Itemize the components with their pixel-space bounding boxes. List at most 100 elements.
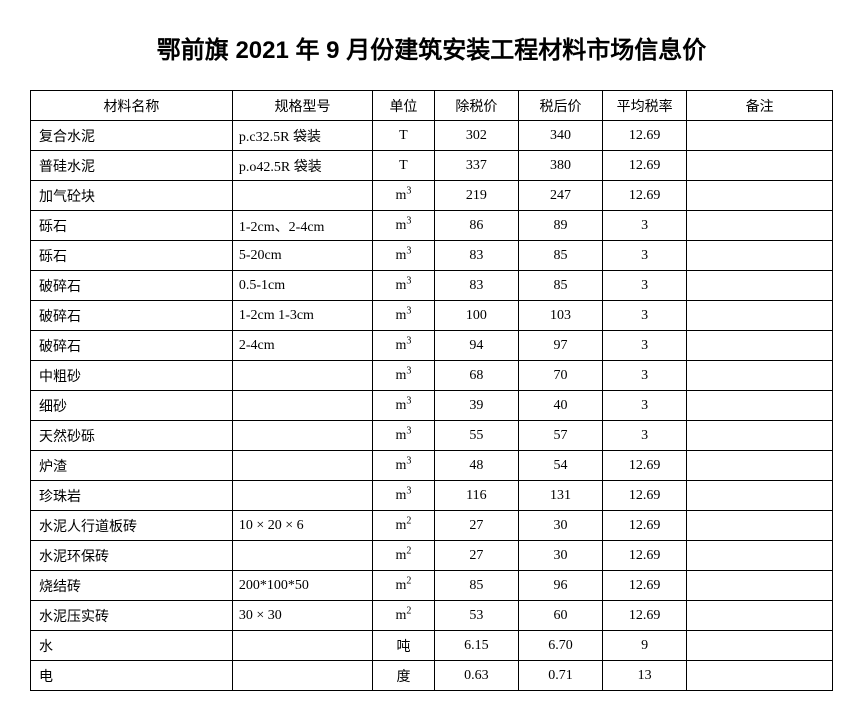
cell-note xyxy=(687,211,833,241)
cell-name: 水泥环保砖 xyxy=(31,541,233,571)
cell-pre: 100 xyxy=(434,301,518,331)
cell-rate: 12.69 xyxy=(603,601,687,631)
cell-unit: m2 xyxy=(373,511,435,541)
cell-name: 电 xyxy=(31,661,233,691)
cell-post: 247 xyxy=(518,181,602,211)
cell-rate: 12.69 xyxy=(603,121,687,151)
cell-note xyxy=(687,241,833,271)
table-row: 烧结砖200*100*50m2859612.69 xyxy=(31,571,833,601)
cell-spec xyxy=(232,181,372,211)
cell-spec xyxy=(232,541,372,571)
cell-unit: 吨 xyxy=(373,631,435,661)
cell-spec xyxy=(232,451,372,481)
cell-note xyxy=(687,631,833,661)
cell-note xyxy=(687,571,833,601)
table-row: 破碎石1-2cm 1-3cmm31001033 xyxy=(31,301,833,331)
cell-name: 中粗砂 xyxy=(31,361,233,391)
table-row: 珍珠岩m311613112.69 xyxy=(31,481,833,511)
cell-name: 天然砂砾 xyxy=(31,421,233,451)
table-row: 电度0.630.7113 xyxy=(31,661,833,691)
cell-unit: m2 xyxy=(373,541,435,571)
cell-post: 30 xyxy=(518,511,602,541)
cell-pre: 68 xyxy=(434,361,518,391)
cell-post: 40 xyxy=(518,391,602,421)
cell-rate: 3 xyxy=(603,241,687,271)
cell-spec: 2-4cm xyxy=(232,331,372,361)
cell-spec: 1-2cm、2-4cm xyxy=(232,211,372,241)
cell-pre: 83 xyxy=(434,241,518,271)
cell-post: 85 xyxy=(518,271,602,301)
cell-post: 96 xyxy=(518,571,602,601)
cell-unit: m3 xyxy=(373,271,435,301)
cell-rate: 12.69 xyxy=(603,511,687,541)
cell-pre: 116 xyxy=(434,481,518,511)
table-row: 细砂 m339403 xyxy=(31,391,833,421)
cell-note xyxy=(687,121,833,151)
cell-note xyxy=(687,301,833,331)
cell-post: 380 xyxy=(518,151,602,181)
cell-post: 85 xyxy=(518,241,602,271)
cell-note xyxy=(687,451,833,481)
cell-note xyxy=(687,661,833,691)
table-row: 水泥人行道板砖10 × 20 × 6m2273012.69 xyxy=(31,511,833,541)
table-row: 水吨6.156.709 xyxy=(31,631,833,661)
cell-name: 破碎石 xyxy=(31,271,233,301)
cell-note xyxy=(687,271,833,301)
cell-pre: 337 xyxy=(434,151,518,181)
cell-name: 珍珠岩 xyxy=(31,481,233,511)
cell-name: 破碎石 xyxy=(31,331,233,361)
table-row: 天然砂砾m355573 xyxy=(31,421,833,451)
table-row: 普硅水泥p.o42.5R 袋装T33738012.69 xyxy=(31,151,833,181)
cell-unit: m2 xyxy=(373,571,435,601)
cell-pre: 94 xyxy=(434,331,518,361)
cell-post: 0.71 xyxy=(518,661,602,691)
cell-pre: 219 xyxy=(434,181,518,211)
cell-post: 103 xyxy=(518,301,602,331)
table-row: 加气砼块m321924712.69 xyxy=(31,181,833,211)
cell-spec: 10 × 20 × 6 xyxy=(232,511,372,541)
table-row: 砾石1-2cm、2-4cmm386893 xyxy=(31,211,833,241)
cell-unit: m3 xyxy=(373,331,435,361)
cell-note xyxy=(687,601,833,631)
cell-spec xyxy=(232,391,372,421)
cell-rate: 3 xyxy=(603,361,687,391)
cell-unit: m3 xyxy=(373,421,435,451)
cell-rate: 3 xyxy=(603,391,687,421)
cell-post: 57 xyxy=(518,421,602,451)
cell-note xyxy=(687,181,833,211)
page-title: 鄂前旗 2021 年 9 月份建筑安装工程材料市场信息价 xyxy=(30,30,833,65)
cell-pre: 85 xyxy=(434,571,518,601)
cell-spec xyxy=(232,631,372,661)
cell-rate: 12.69 xyxy=(603,481,687,511)
col-header-note: 备注 xyxy=(687,91,833,121)
cell-spec xyxy=(232,661,372,691)
cell-spec xyxy=(232,421,372,451)
cell-pre: 39 xyxy=(434,391,518,421)
cell-rate: 3 xyxy=(603,271,687,301)
cell-spec xyxy=(232,361,372,391)
col-header-pre: 除税价 xyxy=(434,91,518,121)
cell-rate: 12.69 xyxy=(603,571,687,601)
cell-post: 340 xyxy=(518,121,602,151)
cell-unit: m3 xyxy=(373,481,435,511)
cell-unit: T xyxy=(373,151,435,181)
cell-pre: 83 xyxy=(434,271,518,301)
cell-spec: 200*100*50 xyxy=(232,571,372,601)
cell-rate: 12.69 xyxy=(603,181,687,211)
cell-note xyxy=(687,511,833,541)
price-table: 材料名称 规格型号 单位 除税价 税后价 平均税率 备注 复合水泥p.c32.5… xyxy=(30,90,833,691)
cell-rate: 3 xyxy=(603,211,687,241)
table-row: 破碎石2-4cmm394973 xyxy=(31,331,833,361)
table-row: 水泥压实砖30 × 30m2536012.69 xyxy=(31,601,833,631)
cell-unit: m3 xyxy=(373,391,435,421)
cell-note xyxy=(687,361,833,391)
cell-unit: m3 xyxy=(373,241,435,271)
cell-name: 细砂 xyxy=(31,391,233,421)
cell-note xyxy=(687,331,833,361)
cell-rate: 3 xyxy=(603,421,687,451)
cell-note xyxy=(687,391,833,421)
cell-unit: m3 xyxy=(373,181,435,211)
table-row: 砾石5-20cmm383853 xyxy=(31,241,833,271)
cell-pre: 302 xyxy=(434,121,518,151)
cell-post: 6.70 xyxy=(518,631,602,661)
